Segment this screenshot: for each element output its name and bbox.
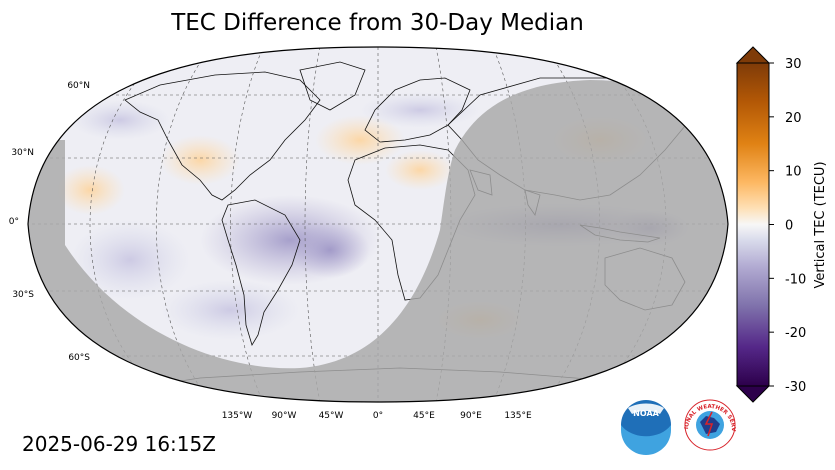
lon-label-135w: 135°W (222, 411, 253, 421)
lat-label-0: 0° (9, 217, 19, 227)
lat-label-60s: 60°S (68, 353, 90, 363)
latitude-labels: 60°N 30°N 0° 30°S 60°S (9, 81, 91, 363)
timestamp: 2025-06-29 16:15Z (22, 432, 216, 456)
colorbar-tick-label: 20 (785, 111, 802, 126)
colorbar-tick-label: 0 (785, 219, 793, 234)
globe-outline (27, 46, 729, 403)
colorbar: 30 20 10 0 -10 -20 -30 Vertical TEC (TECU) (735, 46, 828, 403)
colorbar-tick-label: -30 (785, 380, 806, 395)
colorbar-tick-label: 30 (785, 57, 802, 72)
lon-label-135e: 135°E (504, 411, 532, 421)
colorbar-axis-label: Vertical TEC (TECU) (813, 161, 828, 288)
colorbar-tick-label: -10 (785, 272, 806, 287)
longitude-labels: 135°W 90°W 45°W 0° 45°E 90°E 135°E (222, 411, 532, 421)
colorbar-extend-min (735, 385, 771, 403)
lat-label-30s: 30°S (12, 290, 34, 300)
colorbar-extend-max (735, 46, 771, 64)
lon-label-45e: 45°E (413, 411, 435, 421)
night-shade (28, 80, 728, 402)
colorbar-tick-label: 10 (785, 165, 802, 180)
noaa-logo-text: NOAA (633, 409, 659, 418)
colorbar-tick-label: -20 (785, 326, 806, 341)
colorbar-scale (736, 62, 770, 387)
lat-label-30n: 30°N (11, 148, 34, 158)
globe-body (28, 47, 728, 402)
lon-label-90e: 90°E (460, 411, 482, 421)
lon-label-0: 0° (373, 411, 383, 421)
lat-label-60n: 60°N (67, 81, 90, 91)
lon-label-45w: 45°W (319, 411, 344, 421)
noaa-logo: NOAA (621, 400, 671, 455)
map-title: TEC Difference from 30-Day Median (171, 10, 584, 36)
lon-label-90w: 90°W (272, 411, 297, 421)
